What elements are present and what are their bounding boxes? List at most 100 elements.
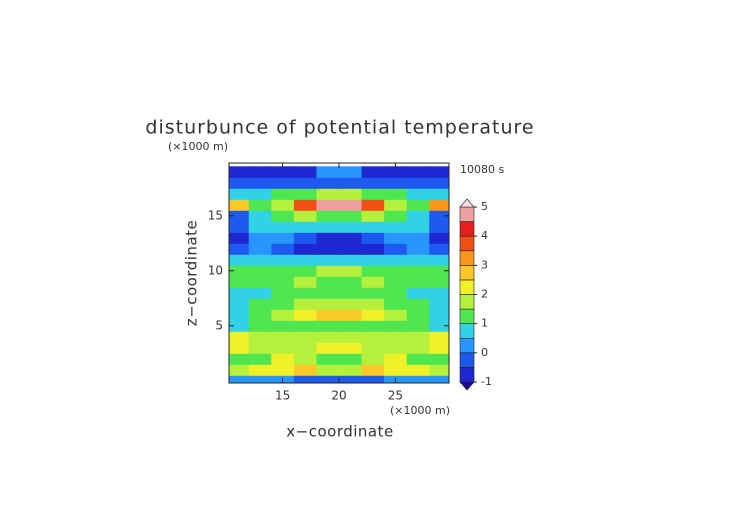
cell (406, 276, 430, 288)
cell (384, 199, 408, 211)
cell (361, 353, 385, 365)
cell (429, 243, 449, 255)
cell (248, 276, 272, 288)
x-unit: (×1000 m) (390, 404, 450, 417)
cell (316, 298, 340, 310)
cell (429, 221, 449, 233)
cell (229, 188, 250, 200)
cell (248, 177, 272, 189)
y-tick-label: 5 (215, 318, 223, 332)
cell (429, 188, 449, 200)
cell (316, 364, 340, 376)
cell (429, 177, 449, 189)
cell (248, 166, 272, 178)
cell (293, 287, 317, 299)
cell (248, 353, 272, 365)
cell (229, 298, 250, 310)
cell (248, 320, 272, 332)
cell (316, 243, 340, 255)
cell (229, 353, 250, 365)
cell (384, 287, 408, 299)
cell (384, 243, 408, 255)
cell (339, 265, 363, 277)
colorbar-label: 4 (481, 229, 488, 242)
cell (406, 199, 430, 211)
cell (339, 342, 363, 354)
colorbar-label: 3 (481, 258, 488, 271)
cell (271, 353, 295, 365)
cell (271, 276, 295, 288)
field (229, 166, 449, 383)
cell (384, 320, 408, 332)
colorbar-extend-high (459, 198, 475, 208)
y-unit: (×1000 m) (168, 140, 228, 153)
cell (339, 331, 363, 343)
colorbar-label: 1 (481, 317, 488, 330)
cell (316, 232, 340, 244)
cell (293, 177, 317, 189)
cell (229, 309, 250, 321)
cell (429, 232, 449, 244)
cell (339, 232, 363, 244)
cell (248, 265, 272, 277)
cell (293, 166, 317, 178)
cell (293, 265, 317, 277)
cell (406, 232, 430, 244)
cell (429, 331, 449, 343)
cell (293, 221, 317, 233)
cell (316, 331, 340, 343)
cell (248, 375, 272, 383)
cell (339, 320, 363, 332)
chart-title: disturbunce of potential temperature (145, 117, 534, 139)
cell (339, 298, 363, 310)
cell (406, 210, 430, 222)
cell (406, 221, 430, 233)
colorbar-label: 5 (481, 200, 488, 213)
cell (271, 342, 295, 354)
colorbar-segment (459, 221, 475, 237)
colorbar-label: 2 (481, 288, 488, 301)
colorbar-segment (459, 279, 475, 295)
colorbar-segment (459, 367, 475, 383)
cell (229, 243, 250, 255)
cell (361, 210, 385, 222)
cell (429, 254, 449, 266)
cell (248, 298, 272, 310)
cell (293, 342, 317, 354)
cell (429, 276, 449, 288)
cell (229, 276, 250, 288)
cell (293, 232, 317, 244)
cell (229, 199, 250, 211)
cell (271, 221, 295, 233)
cell (316, 199, 340, 211)
cell (293, 254, 317, 266)
cell (429, 375, 449, 383)
cell (406, 177, 430, 189)
cell (271, 254, 295, 266)
cell (361, 232, 385, 244)
cell (229, 287, 250, 299)
cell (316, 309, 340, 321)
cell (339, 177, 363, 189)
cell (248, 342, 272, 354)
cell (429, 298, 449, 310)
cell (339, 287, 363, 299)
cell (406, 166, 430, 178)
cell (229, 320, 250, 332)
cell (248, 254, 272, 266)
cell (406, 265, 430, 277)
cell (339, 166, 363, 178)
cell (271, 265, 295, 277)
cell (271, 177, 295, 189)
y-tick-label: 15 (208, 208, 223, 222)
cell (293, 210, 317, 222)
cell (316, 210, 340, 222)
cell (406, 364, 430, 376)
colorbar-label: 0 (481, 346, 488, 359)
cell (429, 166, 449, 178)
colorbar-segment (459, 337, 475, 354)
cell (229, 232, 250, 244)
cell (248, 309, 272, 321)
cell (293, 199, 317, 211)
cell (316, 221, 340, 233)
